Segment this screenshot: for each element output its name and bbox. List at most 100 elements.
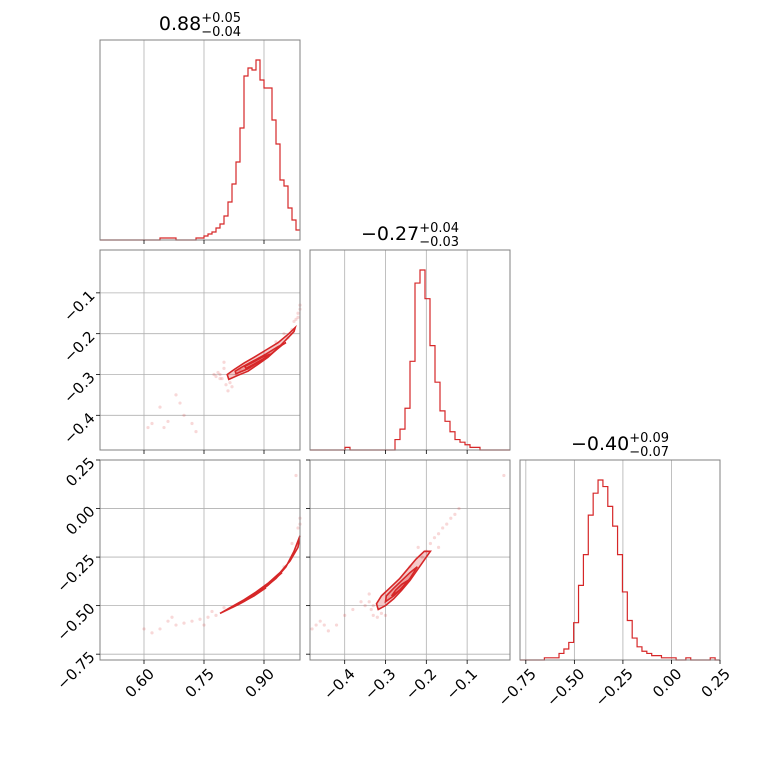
histogram-step [100, 59, 300, 241]
scatter-point [182, 413, 186, 417]
scatter-point [150, 421, 154, 426]
scatter-point [214, 374, 218, 379]
x-tick-label: −0.4 [320, 665, 358, 703]
scatter-point [222, 605, 226, 610]
scatter-point [212, 372, 216, 377]
scatter-point [436, 532, 441, 536]
scatter-point [170, 615, 174, 619]
scatter-point [343, 613, 347, 617]
scatter-point [226, 389, 230, 393]
scatter-point [367, 592, 371, 596]
panel-frame [99, 459, 301, 661]
scatter-point [445, 522, 449, 526]
panel-0-0: 0.88+0.05−0.04 [99, 11, 301, 244]
x-tick-label: −0.2 [402, 665, 440, 703]
scatter-point [220, 376, 224, 381]
contour-level-3 [243, 587, 267, 602]
scatter-point [230, 385, 234, 389]
scatter-point [359, 600, 363, 604]
scatter-point [174, 393, 178, 397]
scatter-point [436, 545, 441, 549]
scatter-point [158, 405, 162, 409]
scatter-point [210, 609, 214, 614]
scatter-point [178, 401, 182, 405]
scatter-point [198, 617, 202, 621]
x-tick-label: 0.60 [122, 665, 158, 701]
y-tick-label: −0.1 [60, 287, 98, 325]
scatter-point [292, 319, 296, 324]
scatter-point [174, 623, 178, 627]
panel-1-0 [96, 249, 302, 454]
scatter-point [318, 619, 322, 623]
scatter-point [428, 541, 433, 546]
y-tick-label: −0.75 [53, 648, 98, 693]
y-tick-label: −0.3 [60, 368, 98, 406]
y-tick-label: −0.25 [53, 551, 98, 596]
scatter-point [371, 613, 375, 617]
panel-2-2: −0.40+0.09−0.07 [519, 431, 721, 664]
scatter-point [502, 473, 506, 478]
scatter-point [296, 315, 300, 319]
x-tick-label: 0.25 [698, 665, 734, 701]
scatter-point [294, 473, 298, 478]
scatter-point [351, 607, 355, 612]
x-tick-label: 0.75 [182, 665, 218, 701]
scatter-point [216, 370, 220, 375]
scatter-point [296, 311, 300, 315]
scatter-point [222, 360, 226, 364]
param-summary-title: −0.27+0.04 [361, 221, 459, 245]
y-tick-label: −0.4 [60, 409, 98, 447]
summary-minus: −0.03 [419, 235, 459, 250]
scatter-point [314, 623, 318, 627]
summary-plus: +0.09 [629, 431, 669, 446]
scatter-point [294, 317, 298, 321]
scatter-point [334, 623, 339, 627]
x-tick-label: −0.50 [543, 665, 588, 710]
summary-plus: +0.04 [419, 221, 459, 236]
contour-level-3 [243, 353, 271, 370]
scatter-point [369, 607, 373, 612]
y-tick-label: 0.00 [62, 502, 98, 538]
scatter-point [142, 627, 146, 631]
scatter-point [453, 512, 457, 516]
x-tick-label: −0.3 [361, 665, 399, 703]
scatter-point [224, 383, 228, 387]
scatter-point [457, 506, 461, 511]
scatter-point [420, 555, 424, 559]
scatter-point [182, 621, 186, 625]
scatter-point [218, 372, 222, 377]
scatter-point [190, 421, 194, 426]
scatter-point [383, 613, 388, 617]
scatter-point [371, 604, 375, 608]
scatter-point [367, 600, 371, 604]
scatter-point [222, 366, 226, 370]
panel-frame [99, 249, 301, 451]
x-tick-label: 0.00 [649, 665, 685, 701]
scatter-point [322, 623, 326, 627]
panel-1-1: −0.27+0.04−0.03 [309, 221, 511, 454]
scatter-point [150, 631, 154, 635]
summary-minus: −0.04 [201, 25, 241, 40]
scatter-point [416, 545, 420, 549]
histogram-step [520, 479, 720, 661]
x-tick-label: 0.90 [242, 665, 278, 701]
scatter-point [375, 615, 379, 619]
scatter-point [379, 611, 384, 615]
y-tick-label: −0.2 [60, 327, 98, 365]
scatter-point [206, 615, 210, 619]
scatter-point [310, 627, 314, 631]
x-tick-label: −0.25 [592, 665, 637, 710]
param-summary-title: −0.40+0.09 [571, 431, 669, 455]
scatter-point [326, 629, 330, 633]
histogram-step [310, 269, 510, 451]
param-summary-title: 0.88+0.05 [159, 11, 241, 35]
panel-frame [309, 249, 511, 451]
scatter-point [194, 430, 198, 434]
summary-plus: +0.05 [201, 11, 241, 26]
summary-median: −0.27 [361, 223, 419, 245]
scatter-point [190, 619, 194, 623]
scatter-point [166, 619, 170, 623]
contour-level-2 [231, 571, 283, 609]
y-tick-label: 0.25 [62, 454, 98, 490]
